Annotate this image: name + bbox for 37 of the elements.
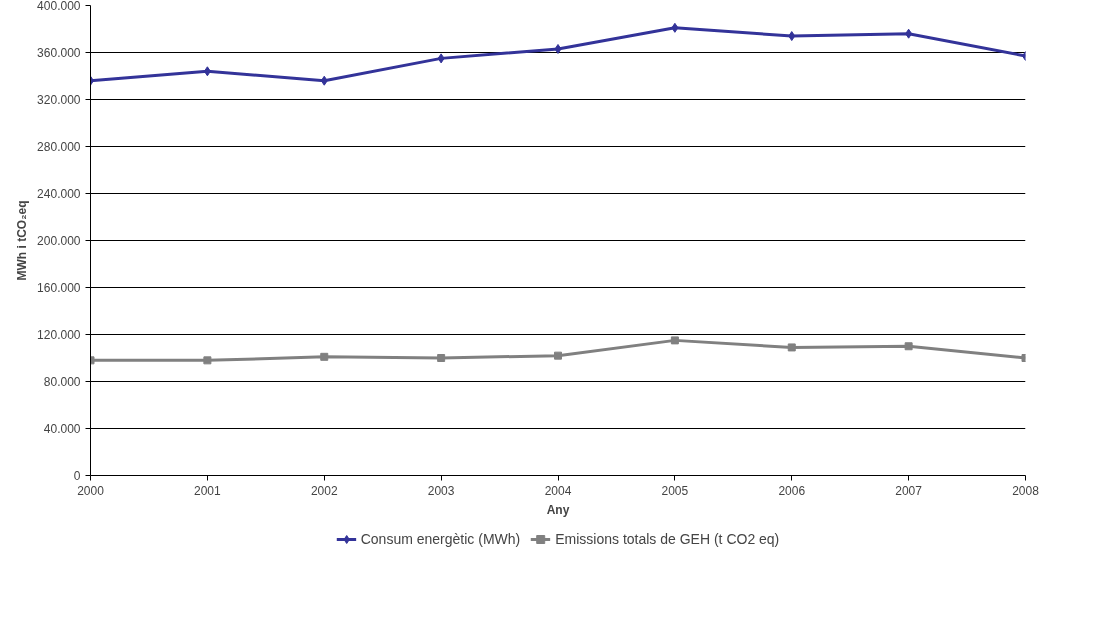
y-tick-label: 120.000: [37, 328, 81, 342]
x-tick-label: 2000: [77, 483, 105, 498]
point: [554, 351, 562, 360]
x-tick-label: 2007: [895, 483, 923, 498]
x-tick-label: 2003: [427, 483, 455, 498]
legend-label: Emissions totals de GEH (t CO2 eq): [555, 531, 780, 547]
point: [905, 28, 913, 39]
y-tick-label: 400.000: [37, 0, 81, 13]
x-tick-label: 2008: [1012, 483, 1040, 498]
point: [437, 354, 446, 362]
y-tick-label: 80.000: [43, 375, 81, 389]
point: [671, 22, 679, 33]
point: [320, 352, 329, 361]
x-tick-label: 2001: [194, 483, 222, 498]
x-tick-label: 2002: [310, 483, 338, 498]
x-tick-label: 2006: [778, 483, 806, 498]
point: [787, 343, 796, 352]
x-tick-label: 2005: [661, 483, 689, 498]
point: [203, 356, 212, 365]
y-tick-label: 0: [73, 469, 81, 483]
legend-label: Consum energètic (MWh): [360, 531, 521, 547]
x-axis-title: Any: [546, 502, 570, 517]
point: [320, 75, 328, 86]
y-tick-label: 200.000: [37, 234, 81, 248]
y-tick-label: 160.000: [37, 281, 81, 295]
y-tick-label: 320.000: [37, 93, 81, 107]
point: [904, 342, 913, 351]
x-tick-label: 2004: [544, 483, 572, 498]
y-tick-label: 40.000: [43, 422, 81, 436]
point: [554, 43, 562, 54]
point: [670, 336, 679, 345]
y-tick-label: 360.000: [37, 46, 81, 60]
y-tick-label: 240.000: [37, 187, 81, 201]
point: [437, 53, 445, 64]
point: [788, 31, 796, 42]
y-axis-title: MWh i tCO₂eq: [15, 200, 30, 281]
y-tick-label: 280.000: [37, 140, 81, 154]
